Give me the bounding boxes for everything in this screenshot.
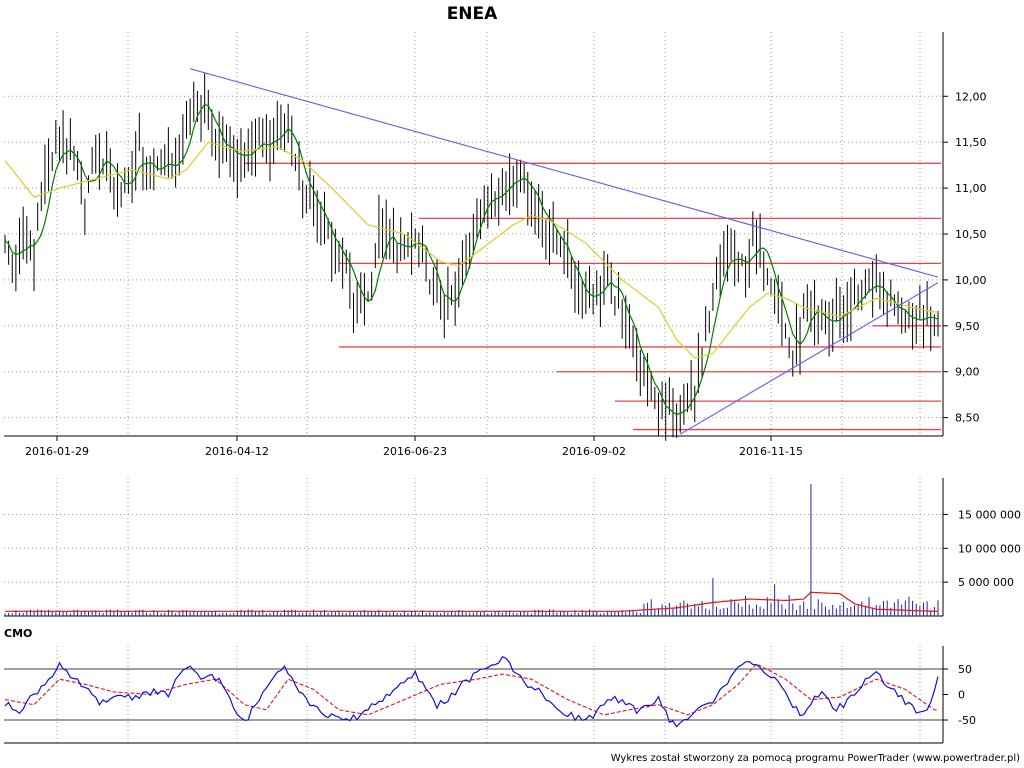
moving-averages [4,103,939,416]
trendlines [190,68,939,435]
chart-title: ENEA [447,4,498,24]
ma-short-line [4,103,939,416]
price-x-ticks: 2016-01-29 2016-04-12 2016-06-23 2016-09-02… [25,436,803,458]
ma-long-line [4,141,938,359]
price-y-tick-label: 11,00 [955,182,987,195]
date-tick-label: 2016-01-29 [25,445,89,458]
uptrend-line [679,282,939,435]
cmo-y-tick-label: 50 [958,663,972,676]
downtrend-line [190,68,939,278]
cmo-line [4,656,939,728]
price-y-tick-label: 11,50 [955,136,987,149]
volume-y-ticks: 15 000 000 10 000 000 5 000 000 [943,508,1021,589]
volume-bars [4,484,939,616]
price-panel: 12,00 11,50 11,00 10,50 10,00 9,50 9,00 8,50 20… [4,32,987,458]
cmo-y-tick-label: -50 [958,714,976,727]
date-tick-label: 2016-11-15 [739,445,803,458]
price-grid [4,32,943,436]
date-tick-label: 2016-09-02 [562,445,626,458]
date-tick-label: 2016-06-23 [383,445,447,458]
cmo-label: CMO [4,627,32,640]
cmo-panel: CMO 50 0 -50 [4,627,976,744]
cmo-grid [56,646,921,743]
cmo-y-ticks: 50 0 -50 [4,663,976,727]
price-y-tick-label: 9,50 [955,320,980,333]
price-y-tick-label: 10,50 [955,228,987,241]
price-y-tick-label: 12,00 [955,90,987,103]
cmo-lines [4,656,939,728]
volume-y-tick-label: 15 000 000 [958,508,1021,521]
cmo-y-tick-label: 0 [958,689,965,702]
price-y-tick-label: 10,00 [955,274,987,287]
price-bars [4,72,939,441]
price-y-tick-label: 8,50 [955,412,980,425]
cmo-signal-line [4,663,938,716]
volume-y-tick-label: 10 000 000 [958,542,1021,555]
support-resistance-levels [244,162,941,431]
volume-average-line [5,591,938,612]
volume-average [5,591,938,612]
price-y-tick-label: 9,00 [955,366,980,379]
volume-y-tick-label: 5 000 000 [958,576,1014,589]
volume-panel: 15 000 000 10 000 000 5 000 000 [4,478,1021,617]
price-y-ticks: 12,00 11,50 11,00 10,50 10,00 9,50 9,00 8,50 [943,90,987,425]
volume-grid [4,478,943,616]
date-tick-label: 2016-04-12 [205,445,269,458]
footer-credit: Wykres został stworzony za pomocą progra… [611,753,1020,764]
